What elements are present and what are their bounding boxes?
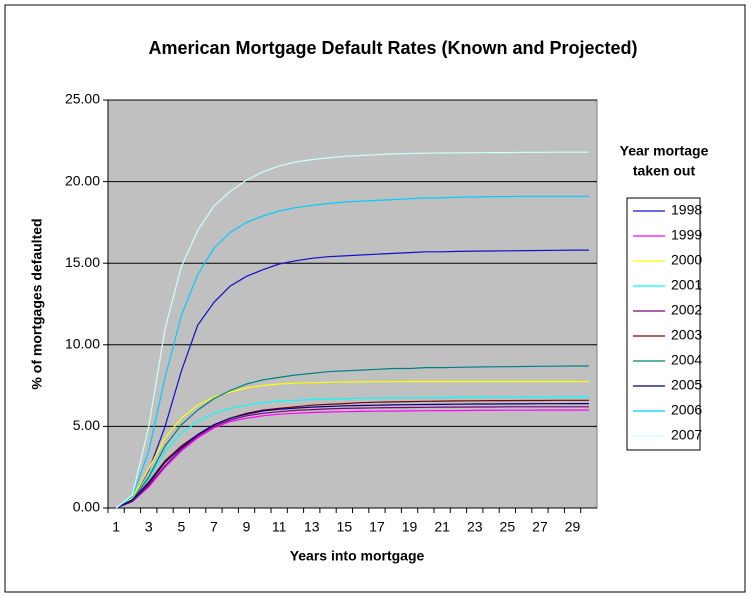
- x-tick-label: 19: [402, 519, 418, 535]
- legend-label: 1999: [671, 227, 702, 243]
- legend-box: [626, 197, 701, 451]
- legend-title: Year mortage: [620, 143, 709, 159]
- y-tick-label: 5.00: [73, 417, 100, 433]
- x-tick-label: 11: [272, 519, 287, 535]
- x-tick-label: 17: [369, 519, 385, 535]
- chart-title: American Mortgage Default Rates (Known a…: [148, 38, 637, 58]
- legend-label: 2002: [671, 302, 702, 318]
- x-tick-label: 7: [210, 519, 218, 535]
- series-line: [115, 151, 589, 509]
- series-line: [115, 396, 589, 509]
- series-line: [115, 409, 589, 509]
- x-tick-label: 13: [304, 519, 320, 535]
- x-tick-label: 3: [145, 519, 153, 535]
- x-tick-label: 29: [565, 519, 581, 535]
- y-tick-label: 10.00: [65, 336, 100, 352]
- y-tick-label: 0.00: [73, 499, 100, 515]
- legend-label: 2006: [671, 402, 702, 418]
- x-tick-label: 21: [434, 519, 450, 535]
- x-tick-label: 23: [467, 519, 483, 535]
- x-axis-title: Years into mortgage: [290, 548, 425, 564]
- y-tick-label: 25.00: [65, 91, 100, 107]
- legend-title: taken out: [633, 163, 696, 179]
- x-tick-label: 5: [177, 519, 185, 535]
- y-tick-label: 20.00: [65, 172, 100, 188]
- series-line: [115, 195, 589, 509]
- y-tick-label: 15.00: [65, 254, 100, 270]
- legend-label: 2005: [671, 377, 702, 393]
- x-tick-label: 1: [112, 519, 120, 535]
- series-line: [115, 406, 589, 509]
- series-line: [115, 249, 589, 509]
- series-line: [115, 365, 589, 509]
- legend-label: 2000: [671, 252, 702, 268]
- series-line: [115, 380, 589, 509]
- x-tick-label: 9: [243, 519, 251, 535]
- legend-label: 2001: [671, 277, 702, 293]
- series-line: [115, 403, 589, 509]
- legend-label: 2004: [671, 352, 702, 368]
- x-tick-label: 15: [337, 519, 353, 535]
- x-tick-label: 27: [532, 519, 548, 535]
- y-axis-title: % of mortgages defaulted: [29, 218, 45, 389]
- legend-label: 2007: [671, 427, 702, 443]
- x-tick-label: 25: [500, 519, 516, 535]
- legend-label: 1998: [671, 202, 702, 218]
- legend-label: 2003: [671, 327, 702, 343]
